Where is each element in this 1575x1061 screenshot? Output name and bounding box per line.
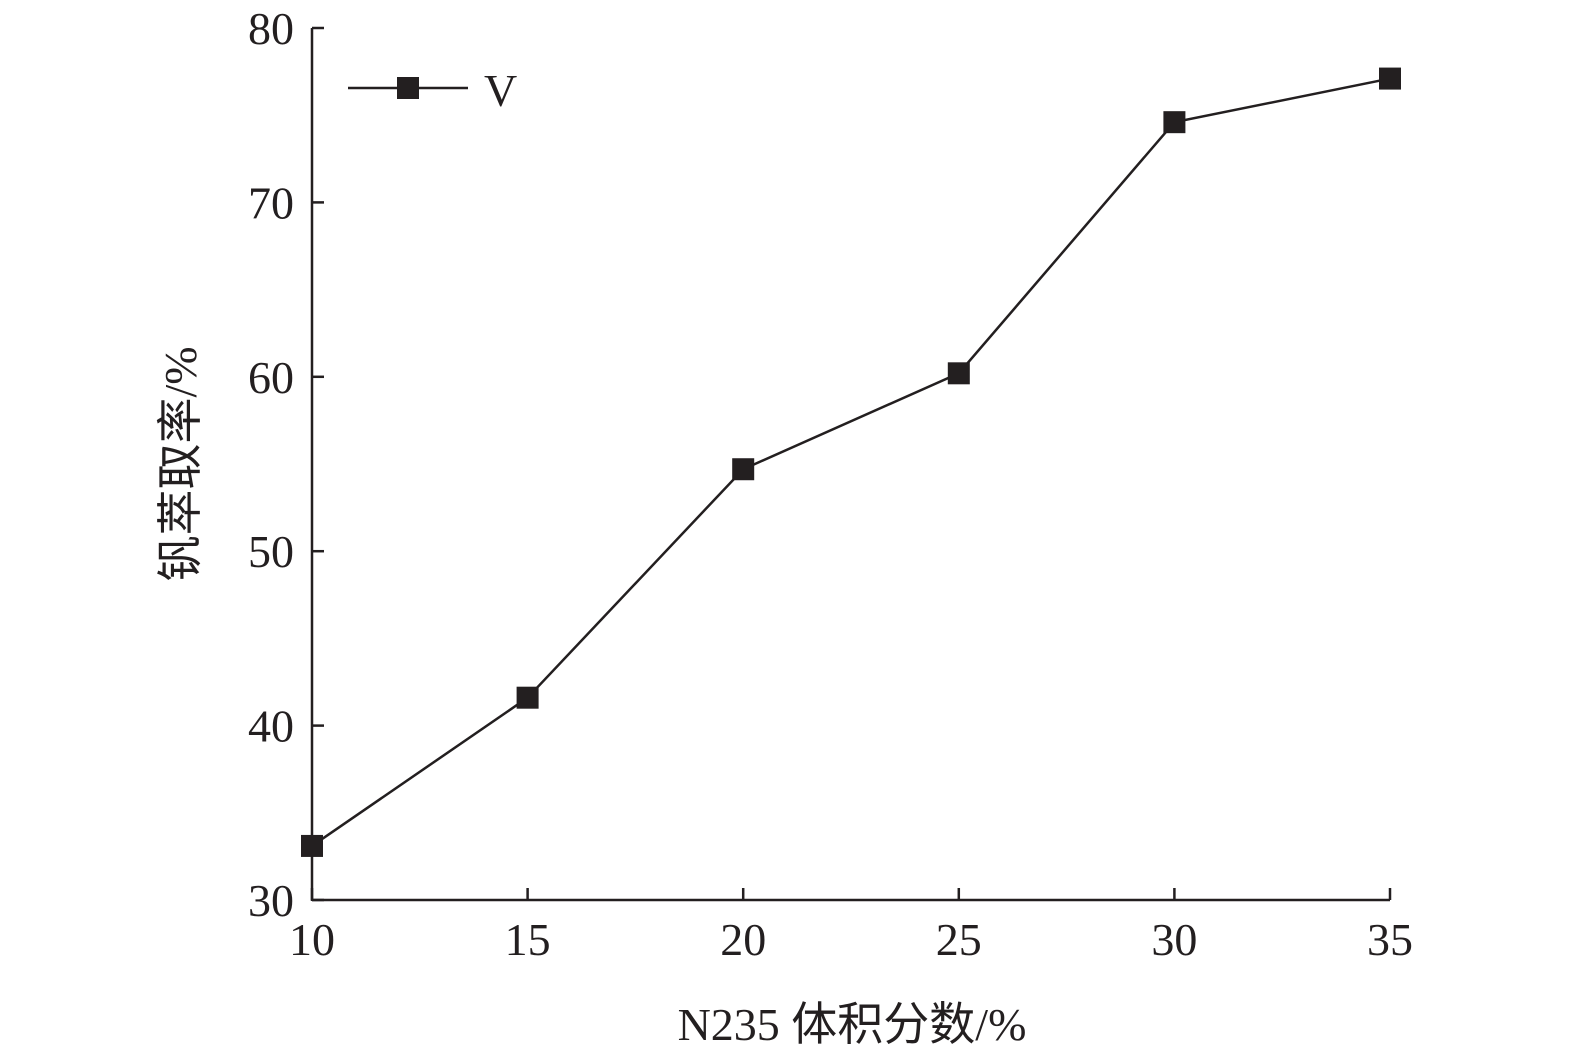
x-ticks: 10 15 20 25 30 35 — [289, 888, 1413, 965]
data-point-marker — [301, 834, 323, 857]
data-point-marker — [1163, 111, 1186, 134]
data-point-marker — [732, 458, 755, 481]
series-layer — [301, 67, 1401, 857]
x-tick-label: 35 — [1367, 914, 1413, 965]
y-tick-label: 50 — [248, 526, 294, 577]
y-ticks: 30 40 50 60 70 80 — [248, 3, 324, 926]
y-tick-label: 30 — [248, 875, 294, 926]
x-tick-label: 20 — [720, 914, 766, 965]
y-tick-label: 70 — [248, 177, 294, 228]
data-point-marker — [516, 686, 539, 709]
x-tick-label: 25 — [936, 914, 982, 965]
x-tick-label: 15 — [505, 914, 551, 965]
y-tick-label: 60 — [248, 352, 294, 403]
legend-marker-swatch — [397, 77, 419, 99]
y-tick-label: 40 — [248, 701, 294, 752]
axes: 10 15 20 25 30 35 30 40 50 60 70 80 — [248, 3, 1413, 965]
x-axis-title: N235 体积分数/% — [678, 999, 1027, 1050]
data-point-marker — [1379, 67, 1401, 90]
y-axis-title: 钒萃取率/% — [155, 346, 206, 581]
y-tick-label: 80 — [248, 3, 294, 54]
x-tick-label: 30 — [1151, 914, 1197, 965]
legend-label: V — [484, 65, 517, 116]
data-point-marker — [947, 362, 970, 385]
x-tick-label: 10 — [289, 914, 335, 965]
legend: V — [348, 65, 517, 116]
series-line — [311, 77, 1391, 847]
